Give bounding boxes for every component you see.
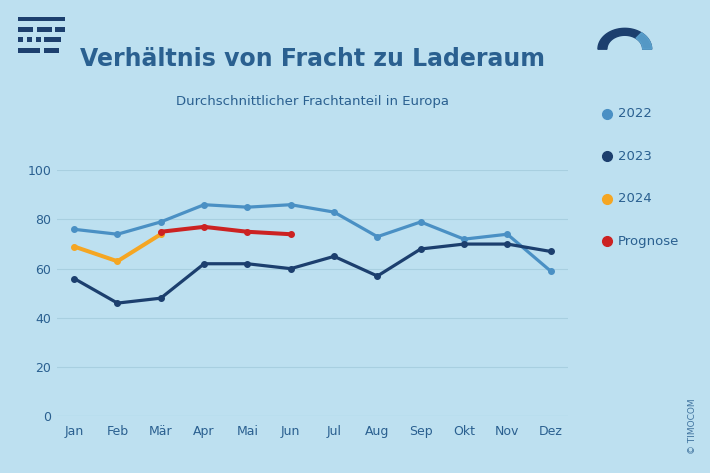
Polygon shape [636,33,652,49]
Polygon shape [598,28,652,49]
Bar [27,37,32,42]
Bar [36,37,40,42]
Bar [37,27,52,32]
Bar [18,27,33,32]
Text: 2023: 2023 [618,149,652,163]
Text: Durchschnittlicher Frachtanteil in Europa: Durchschnittlicher Frachtanteil in Europ… [176,95,449,107]
Bar [43,37,61,42]
Bar [55,27,65,32]
Text: Verhältnis von Fracht zu Laderaum: Verhältnis von Fracht zu Laderaum [80,47,545,71]
Bar [18,17,65,21]
Polygon shape [615,42,635,49]
Bar [44,48,59,53]
Text: Prognose: Prognose [618,235,679,248]
Text: 2022: 2022 [618,107,652,120]
Text: 2024: 2024 [618,192,652,205]
Text: © TIMOCOM: © TIMOCOM [688,398,697,454]
Bar [18,37,23,42]
Bar [18,48,40,53]
